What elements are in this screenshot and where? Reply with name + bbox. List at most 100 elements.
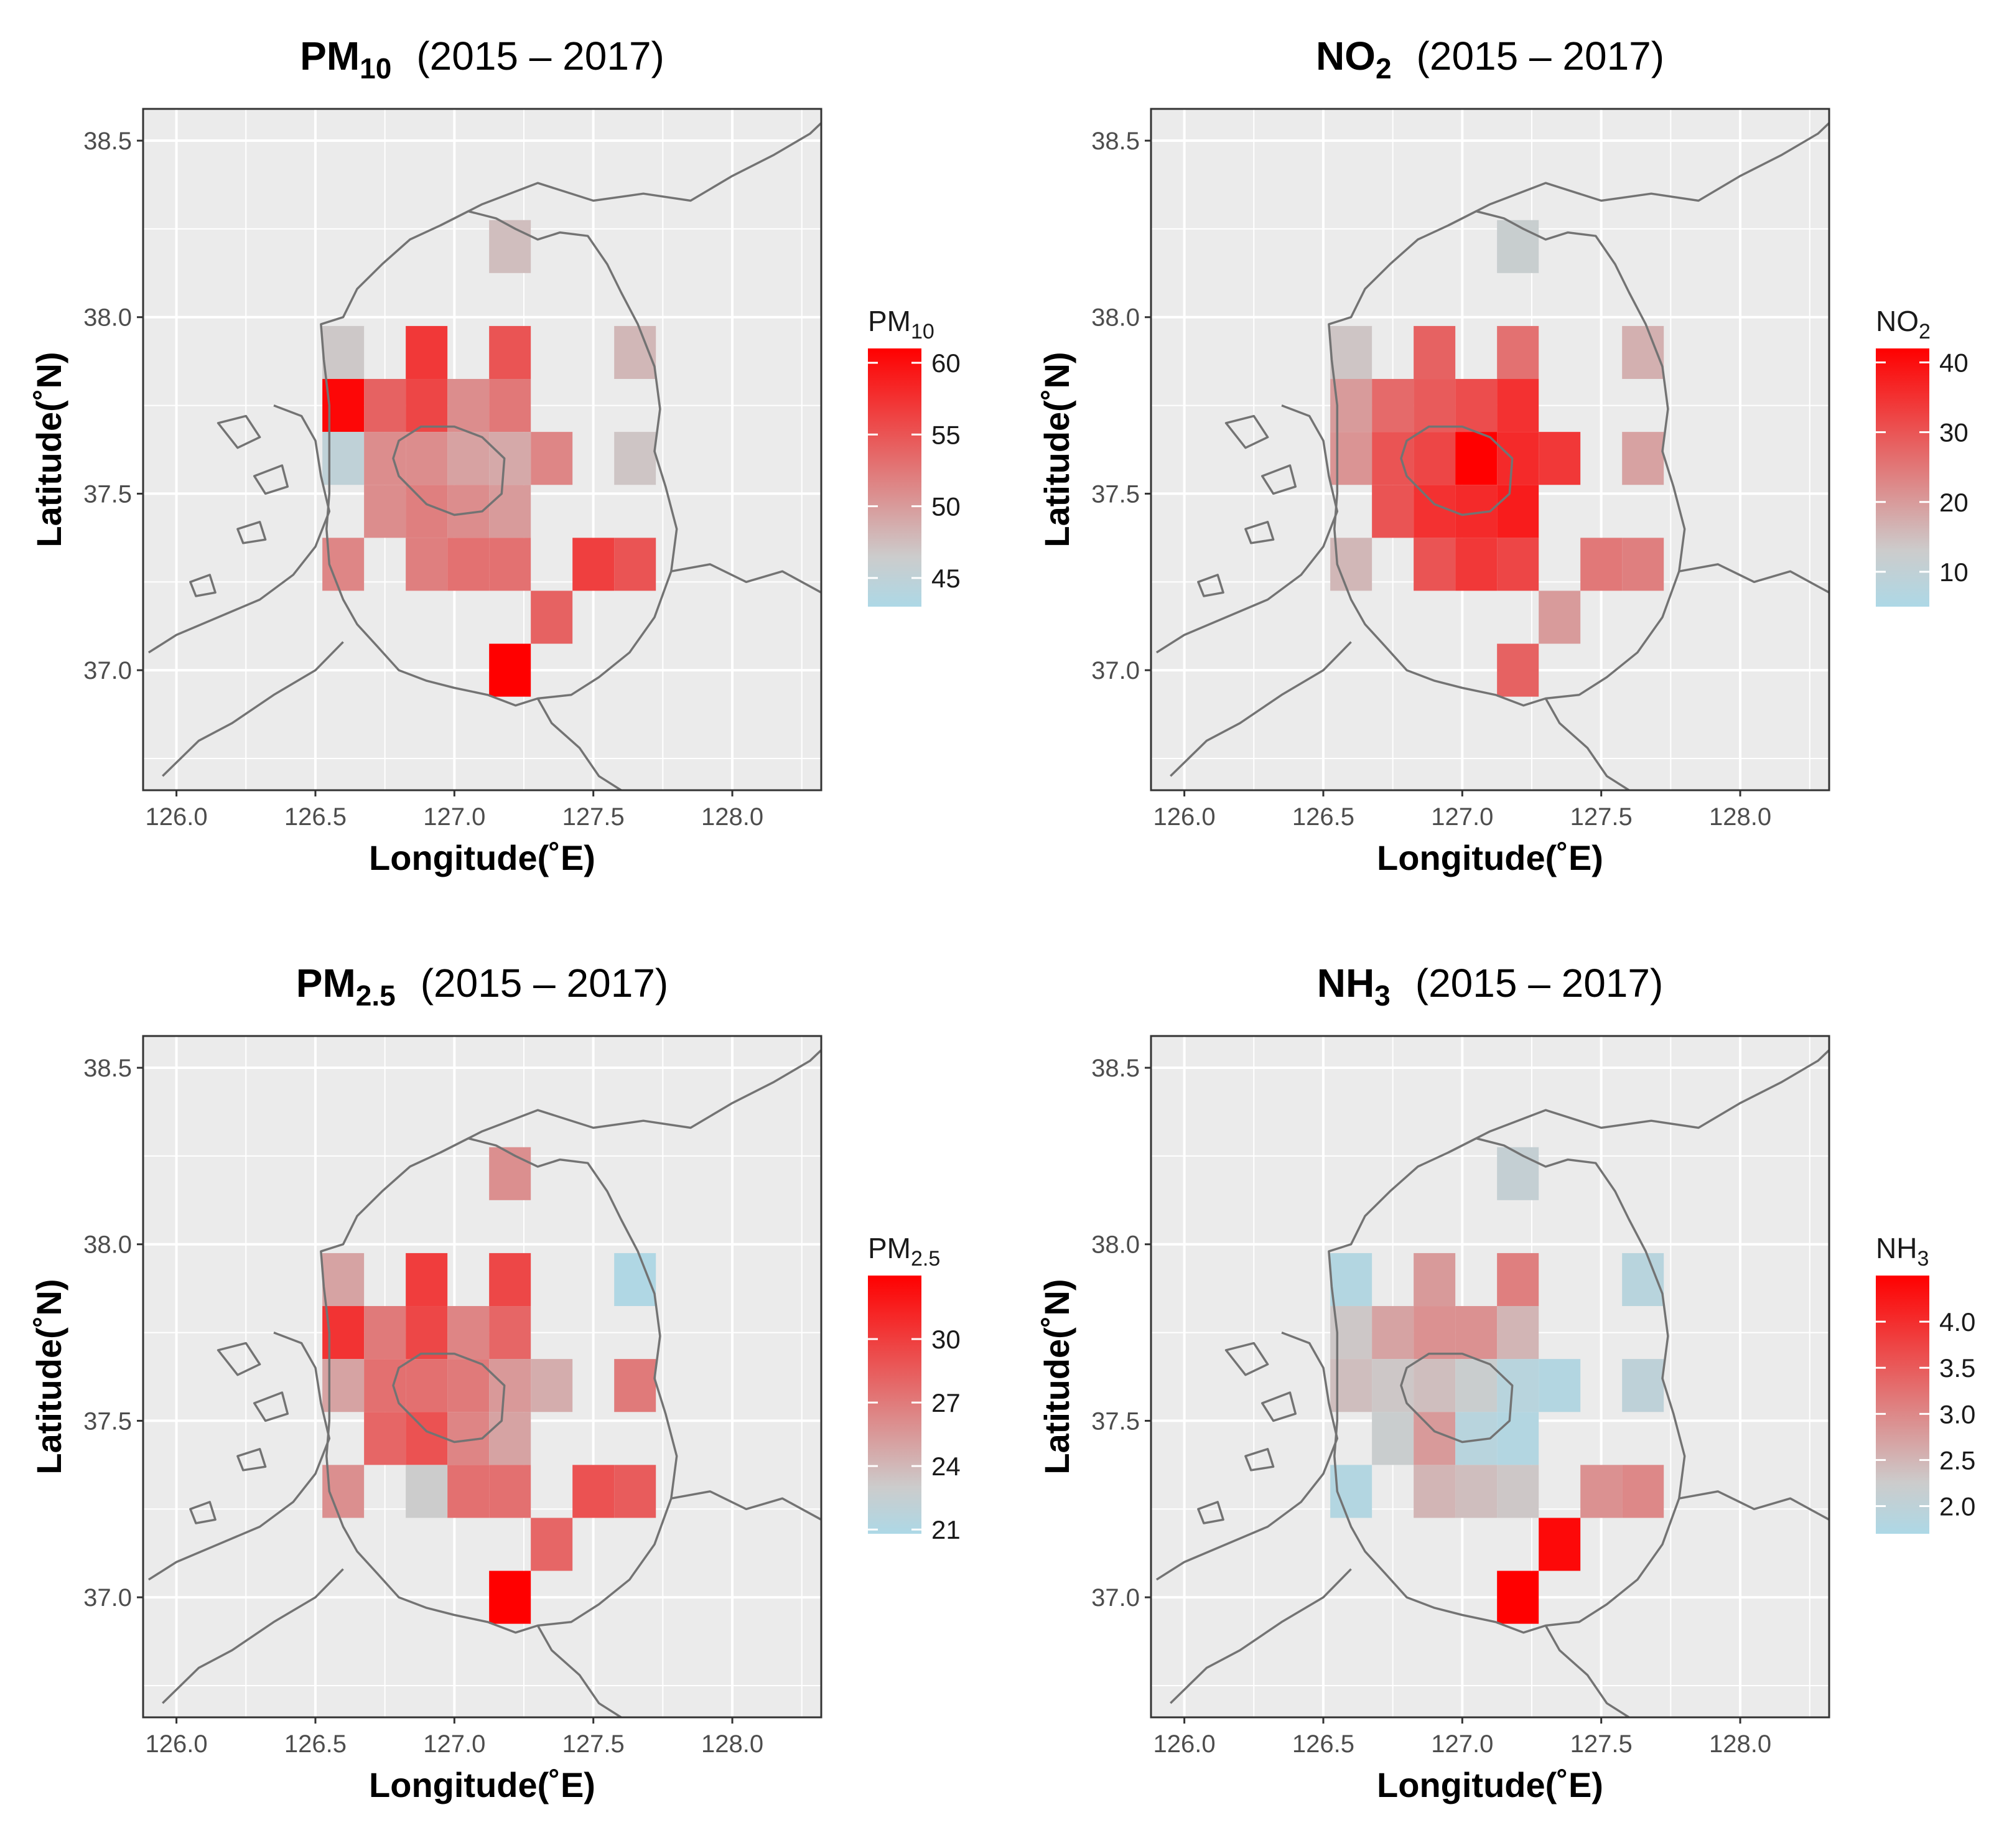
heatmap-cell: [489, 1359, 531, 1412]
x-tick-label: 128.0: [1709, 803, 1771, 831]
legend-tick-label: 2.0: [1939, 1492, 1975, 1521]
x-tick-label: 126.0: [146, 1730, 208, 1758]
legend-title-sub: 10: [911, 320, 934, 343]
heatmap-cell: [406, 485, 448, 538]
heatmap-cell: [406, 1465, 448, 1518]
heatmap-cell: [406, 1412, 448, 1465]
legend-title-main: NO: [1876, 305, 1919, 337]
legend-title-main: PM: [868, 1232, 911, 1264]
heatmap-cell: [1497, 379, 1539, 432]
island-outline: [1260, 464, 1297, 495]
heatmap-svg: NH3 (2015 – 2017)126.0 126.5 127.0 127.5 128.…: [1037, 961, 1975, 1804]
legend-tick-label: 3.5: [1939, 1353, 1975, 1383]
southwest-coastline: [162, 641, 344, 777]
heatmap-cell: [447, 538, 490, 591]
legend-tick-label: 30: [1939, 418, 1969, 447]
heatmap-svg: PM10 (2015 – 2017)126.0 126.5 127.0 127.5 128…: [29, 34, 961, 877]
x-tick-label: 126.5: [284, 803, 347, 831]
x-tick-label: 127.5: [1570, 1730, 1633, 1758]
heatmap-cell: [1622, 1465, 1664, 1518]
northern-boundary: [1448, 1049, 1829, 1154]
southwest-coastline: [162, 1568, 344, 1704]
heatmap-cell: [1497, 1253, 1539, 1307]
legend-tick-label: 3.0: [1939, 1399, 1975, 1429]
heatmap-cell: [1539, 590, 1581, 644]
heatmap-cell: [1497, 325, 1539, 380]
chart-title-period: (2015 – 2017): [1415, 961, 1664, 1006]
heatmap-cell: [1497, 538, 1539, 591]
west-coastline: [1155, 1331, 1339, 1581]
legend-title-main: NH: [1876, 1232, 1917, 1264]
legend-tick-label: 30: [931, 1325, 961, 1354]
chart-title: PM10 (2015 – 2017): [300, 34, 664, 85]
heatmap-cell: [489, 1570, 531, 1624]
y-tick-label: 38.0: [83, 1231, 132, 1259]
heatmap-cell: [489, 325, 531, 380]
heatmap-cell: [1414, 485, 1456, 538]
island-outline: [253, 1391, 289, 1422]
heatmap-cell: [364, 379, 406, 432]
y-tick-label: 38.5: [83, 1055, 132, 1082]
heatmap-cell: [1539, 1518, 1581, 1571]
x-tick-label: 126.0: [1153, 803, 1216, 831]
heatmap-cell: [1372, 1306, 1414, 1360]
heatmap-cell: [489, 432, 531, 485]
heatmap-cell: [531, 1359, 573, 1412]
heatmap-cell: [1455, 1306, 1498, 1360]
legend-colorbar: [868, 1276, 921, 1534]
legend-tick-label: 55: [931, 420, 961, 449]
heatmap-cell: [447, 1465, 490, 1518]
legend-title-sub: 3: [1917, 1247, 1929, 1271]
y-tick-label: 37.5: [1091, 480, 1140, 508]
heatmap-cell: [1497, 1465, 1539, 1518]
heatmap-cell: [322, 1253, 365, 1307]
heatmap-cell: [1455, 1465, 1498, 1518]
chart-title: NH3 (2015 – 2017): [1317, 961, 1664, 1012]
legend-tick-label: 45: [931, 564, 961, 593]
x-tick-label: 126.5: [284, 1730, 347, 1758]
heatmap-cell: [572, 538, 615, 591]
plot-border: [1150, 1035, 1830, 1719]
chart-title-main: PM: [300, 34, 360, 78]
heatmap-cell: [1497, 1359, 1539, 1412]
y-tick-label: 37.5: [1091, 1407, 1140, 1435]
city-boundary: [392, 1352, 506, 1444]
northern-boundary: [1448, 122, 1829, 226]
heatmap-cell: [1414, 1359, 1456, 1412]
heatmap-cell: [1622, 1359, 1664, 1412]
x-tick-label: 126.0: [146, 803, 208, 831]
legend-tick-label: 10: [1939, 558, 1969, 587]
island-outline: [253, 464, 289, 495]
island-outline: [189, 1501, 217, 1524]
heatmap-cell: [1414, 538, 1456, 591]
heatmap-cell: [1497, 1147, 1539, 1200]
legend-tick-label: 4.0: [1939, 1307, 1975, 1337]
chart-title-sub: 2.5: [356, 979, 396, 1012]
heatmap-cell: [406, 432, 448, 485]
island-outline: [217, 1342, 261, 1376]
heatmap-cell: [1497, 1570, 1539, 1624]
heatmap-cell: [489, 1412, 531, 1465]
island-outline: [1197, 574, 1224, 597]
chart-title-sub: 2: [1376, 52, 1392, 85]
x-tick-label: 126.0: [1153, 1730, 1216, 1758]
y-axis-label: Latitude(˚N): [1037, 1279, 1076, 1474]
southern-boundary: [536, 1625, 622, 1717]
x-tick-label: 126.5: [1292, 803, 1354, 831]
y-tick-label: 38.5: [1091, 128, 1140, 155]
legend-title-sub: 2.5: [911, 1247, 940, 1271]
heatmap-cell: [406, 1306, 448, 1360]
chart-title-main: NH: [1317, 961, 1374, 1006]
heatmap-cell: [614, 538, 656, 591]
y-tick-label: 38.0: [1091, 304, 1140, 332]
legend-title-main: PM: [868, 305, 911, 337]
heatmap-cell: [1414, 1253, 1456, 1307]
legend-tick-label: 40: [1939, 348, 1969, 377]
legend-tick-label: 24: [931, 1452, 961, 1481]
legend-tick-label: 27: [931, 1388, 961, 1417]
heatmap-cell: [406, 379, 448, 432]
heatmap-cell: [1372, 379, 1414, 432]
legend-tick-label: 60: [931, 348, 961, 378]
legend-title-sub: 2: [1919, 320, 1931, 343]
